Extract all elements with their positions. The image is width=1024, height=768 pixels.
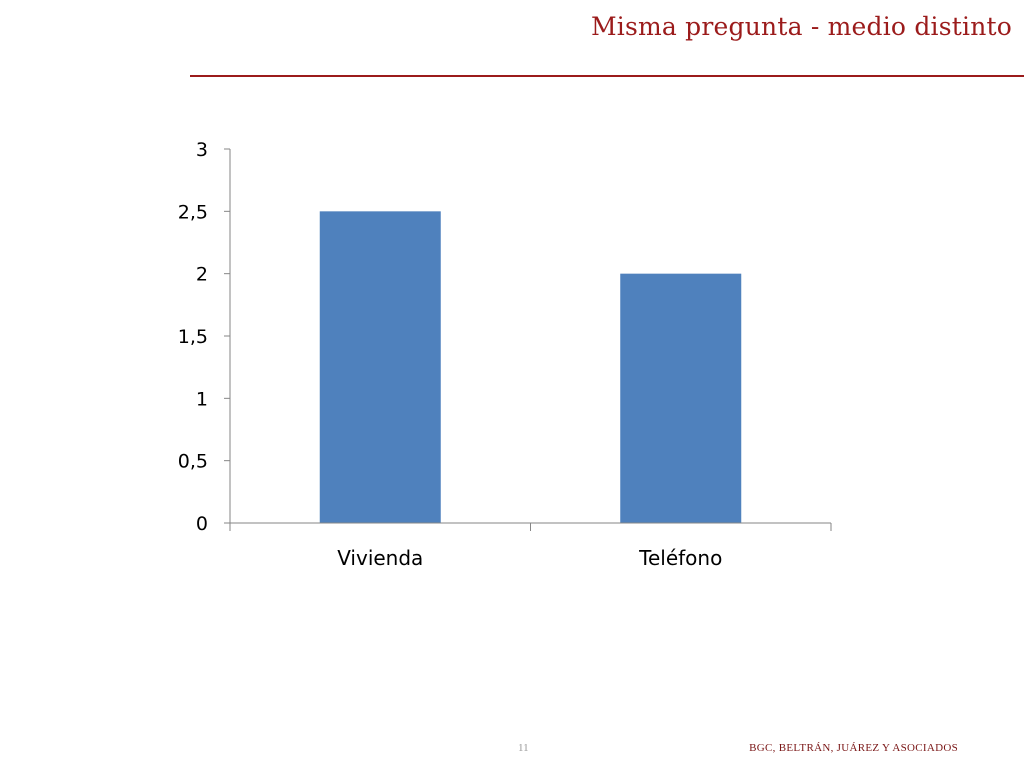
bar-vivienda	[319, 211, 441, 524]
page-number: 11	[518, 742, 529, 754]
x-tick-label: Vivienda	[337, 546, 423, 570]
slide-title: Misma pregunta - medio distinto	[591, 12, 1012, 41]
y-tick-label: 3	[196, 139, 208, 161]
bar-teléfono	[620, 273, 742, 523]
x-tick-label: Teléfono	[638, 546, 722, 570]
y-tick-label: 1	[196, 388, 208, 410]
y-tick-label: 1,5	[178, 326, 208, 348]
y-tick-label: 0,5	[178, 451, 208, 473]
title-divider	[190, 75, 1024, 77]
footer-company-name: BGC, BELTRÁN, JUÁREZ Y ASOCIADOS	[749, 742, 958, 754]
y-tick-label: 0	[196, 513, 208, 535]
y-tick-label: 2,5	[178, 201, 208, 223]
y-tick-label: 2	[196, 264, 208, 286]
